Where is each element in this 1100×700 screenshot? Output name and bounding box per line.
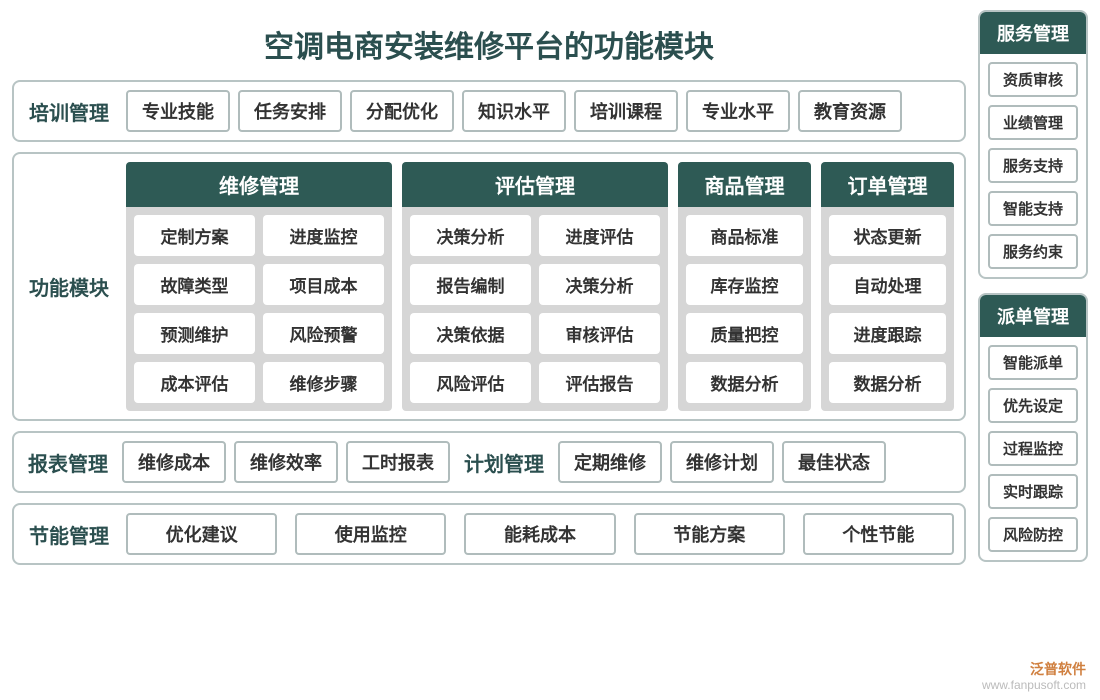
page-title: 空调电商安装维修平台的功能模块 <box>12 22 966 66</box>
chip-item: 任务安排 <box>238 90 342 132</box>
chip-item: 优先设定 <box>988 388 1078 423</box>
module-group: 评估管理决策分析进度评估报告编制决策分析决策依据审核评估风险评估评估报告 <box>402 162 668 411</box>
module-group: 商品管理商品标准库存监控质量把控数据分析 <box>678 162 811 411</box>
section-training: 培训管理 专业技能任务安排分配优化知识水平培训课程专业水平教育资源 <box>12 80 966 142</box>
chip-item: 定制方案 <box>134 215 255 256</box>
side-box: 服务管理资质审核业绩管理服务支持智能支持服务约束 <box>978 10 1088 279</box>
watermark: 泛普软件 www.fanpusoft.com <box>982 661 1086 692</box>
chip-item: 优化建议 <box>126 513 277 555</box>
watermark-brand: 泛普软件 <box>1030 661 1086 677</box>
side-header: 派单管理 <box>980 295 1086 337</box>
chip-item: 最佳状态 <box>782 441 886 483</box>
chip-item: 决策分析 <box>539 264 660 305</box>
chip-item: 维修效率 <box>234 441 338 483</box>
chip-item: 故障类型 <box>134 264 255 305</box>
chip-item: 培训课程 <box>574 90 678 132</box>
chip-item: 评估报告 <box>539 362 660 403</box>
chip-item: 服务约束 <box>988 234 1078 269</box>
section-report-plan: 报表管理 维修成本维修效率工时报表 计划管理 定期维修维修计划最佳状态 <box>12 431 966 493</box>
chip-item: 库存监控 <box>686 264 803 305</box>
chip-item: 项目成本 <box>263 264 384 305</box>
chip-item: 使用监控 <box>295 513 446 555</box>
chip-item: 定期维修 <box>558 441 662 483</box>
chip-item: 状态更新 <box>829 215 946 256</box>
chip-item: 审核评估 <box>539 313 660 354</box>
chip-item: 个性节能 <box>803 513 954 555</box>
chip-item: 数据分析 <box>829 362 946 403</box>
chip-item: 决策依据 <box>410 313 531 354</box>
section-energy: 节能管理 优化建议使用监控能耗成本节能方案个性节能 <box>12 503 966 565</box>
chip-item: 节能方案 <box>634 513 785 555</box>
module-group: 订单管理状态更新自动处理进度跟踪数据分析 <box>821 162 954 411</box>
chip-item: 自动处理 <box>829 264 946 305</box>
chip-item: 资质审核 <box>988 62 1078 97</box>
section-label-report: 报表管理 <box>24 448 112 477</box>
chip-item: 预测维护 <box>134 313 255 354</box>
chip-item: 数据分析 <box>686 362 803 403</box>
chip-item: 质量把控 <box>686 313 803 354</box>
chip-item: 风险预警 <box>263 313 384 354</box>
chip-item: 智能派单 <box>988 345 1078 380</box>
chip-item: 维修步骤 <box>263 362 384 403</box>
chip-item: 智能支持 <box>988 191 1078 226</box>
section-label-energy: 节能管理 <box>24 520 114 549</box>
chip-item: 服务支持 <box>988 148 1078 183</box>
chip-item: 实时跟踪 <box>988 474 1078 509</box>
group-header: 维修管理 <box>126 162 392 207</box>
chip-item: 业绩管理 <box>988 105 1078 140</box>
group-header: 订单管理 <box>821 162 954 207</box>
chip-item: 能耗成本 <box>464 513 615 555</box>
chip-item: 工时报表 <box>346 441 450 483</box>
chip-item: 过程监控 <box>988 431 1078 466</box>
group-header: 商品管理 <box>678 162 811 207</box>
section-label-plan: 计划管理 <box>460 448 548 477</box>
chip-item: 进度评估 <box>539 215 660 256</box>
chip-item: 成本评估 <box>134 362 255 403</box>
group-header: 评估管理 <box>402 162 668 207</box>
chip-item: 进度跟踪 <box>829 313 946 354</box>
chip-item: 维修计划 <box>670 441 774 483</box>
section-label-training: 培训管理 <box>24 97 114 126</box>
watermark-url: www.fanpusoft.com <box>982 678 1086 692</box>
chip-item: 风险评估 <box>410 362 531 403</box>
section-modules: 功能模块 维修管理定制方案进度监控故障类型项目成本预测维护风险预警成本评估维修步… <box>12 152 966 421</box>
side-header: 服务管理 <box>980 12 1086 54</box>
chip-item: 教育资源 <box>798 90 902 132</box>
chip-item: 维修成本 <box>122 441 226 483</box>
chip-item: 分配优化 <box>350 90 454 132</box>
chip-item: 进度监控 <box>263 215 384 256</box>
chip-item: 知识水平 <box>462 90 566 132</box>
chip-item: 专业技能 <box>126 90 230 132</box>
chip-item: 商品标准 <box>686 215 803 256</box>
chip-item: 决策分析 <box>410 215 531 256</box>
section-label-modules: 功能模块 <box>24 272 114 301</box>
side-box: 派单管理智能派单优先设定过程监控实时跟踪风险防控 <box>978 293 1088 562</box>
chip-item: 专业水平 <box>686 90 790 132</box>
chip-item: 报告编制 <box>410 264 531 305</box>
module-group: 维修管理定制方案进度监控故障类型项目成本预测维护风险预警成本评估维修步骤 <box>126 162 392 411</box>
chip-item: 风险防控 <box>988 517 1078 552</box>
